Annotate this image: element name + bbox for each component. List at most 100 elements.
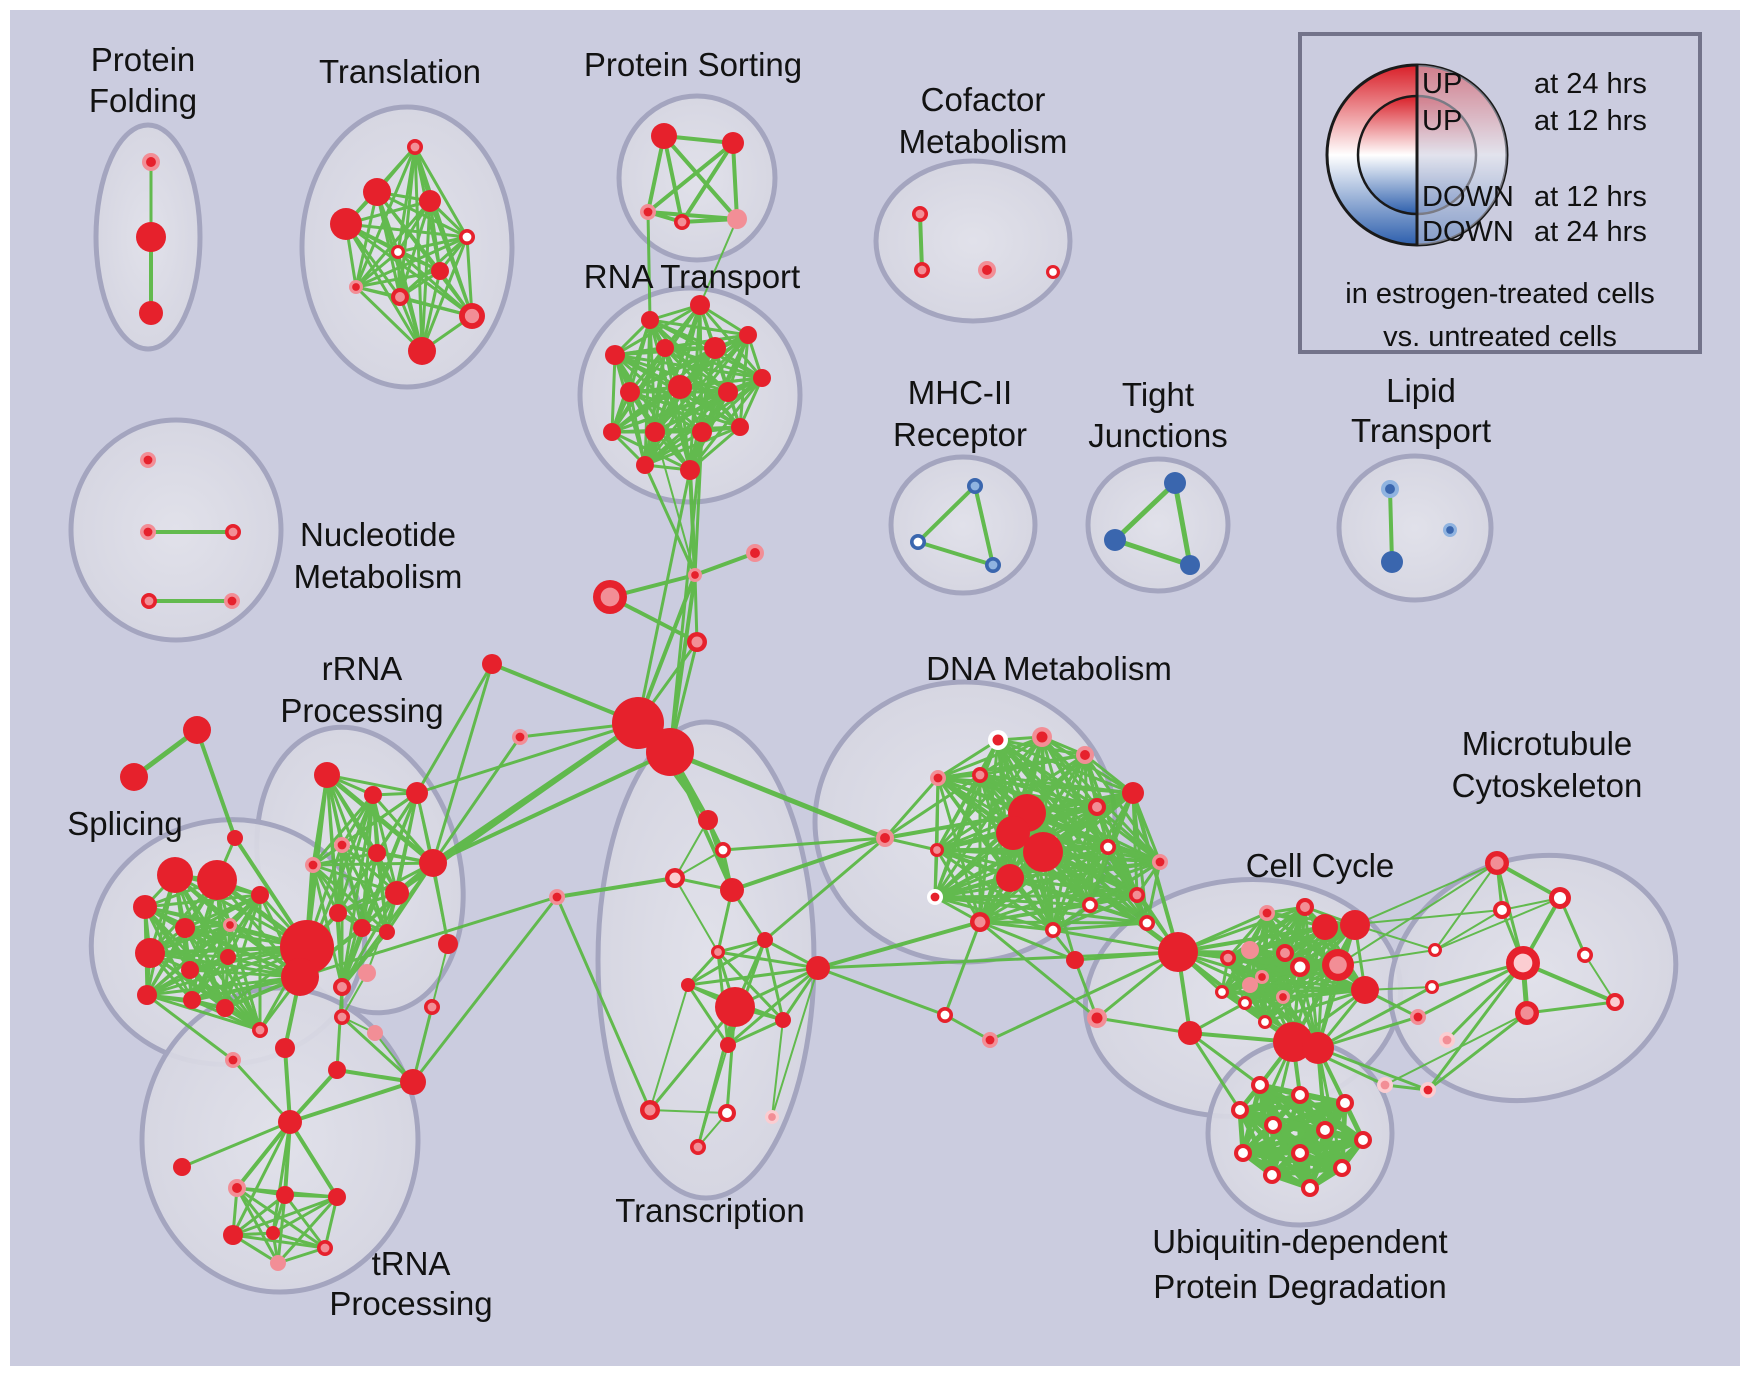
node-core (768, 1113, 776, 1121)
network-edge (1260, 975, 1367, 992)
node-core (1218, 988, 1226, 996)
network-edge (354, 285, 424, 353)
network-edge (555, 876, 677, 899)
node-ring (135, 938, 165, 968)
label-nucleotide-metabolism: Nucleotide (300, 516, 456, 553)
network-node (140, 452, 156, 468)
module-lipid-transport-ellipse (1336, 453, 1494, 603)
network-edge (978, 920, 1099, 1020)
node-core (1423, 1085, 1433, 1095)
node-ring (1351, 976, 1379, 1004)
node-core (462, 232, 472, 242)
network-node (329, 904, 347, 922)
network-node (391, 288, 409, 306)
node-core (974, 916, 986, 928)
network-edge (699, 218, 738, 306)
node-ring (251, 886, 269, 904)
network-node (967, 478, 983, 494)
network-node (912, 206, 928, 222)
network-edge (311, 863, 364, 930)
network-node (681, 978, 695, 992)
node-ring (120, 763, 148, 791)
node-ring (314, 762, 340, 788)
network-node (1493, 901, 1511, 919)
node-core (643, 207, 653, 217)
node-core (1080, 750, 1090, 760)
network-edge (649, 984, 689, 1111)
network-edge (916, 484, 977, 544)
network-edge (231, 1193, 287, 1237)
network-edge (336, 911, 344, 989)
node-core (714, 948, 722, 956)
network-edge (375, 851, 389, 934)
network-edge (1495, 861, 1562, 900)
network-node (1377, 1077, 1393, 1093)
network-edge (686, 938, 767, 987)
network-node (715, 842, 731, 858)
network-node (391, 245, 405, 259)
node-core (988, 560, 998, 570)
node-ring (1104, 529, 1126, 551)
network-edge (226, 955, 262, 1032)
node-core (1280, 948, 1290, 958)
node-ring (133, 895, 157, 919)
network-edge (431, 662, 494, 865)
label-microtubule-cytoskeleton: Microtubule (1462, 725, 1633, 762)
network-edge (311, 773, 329, 867)
node-ring (328, 1188, 346, 1206)
network-edge (1088, 903, 1149, 925)
node-ring (408, 337, 436, 365)
network-edge (271, 1231, 327, 1250)
node-ring (739, 326, 757, 344)
network-edge (1131, 791, 1162, 864)
network-node (603, 423, 621, 441)
node-ring (704, 337, 726, 359)
network-node (1290, 957, 1310, 977)
network-node (225, 524, 241, 540)
network-edge (730, 836, 887, 892)
network-node (334, 837, 350, 853)
network-edge (1051, 845, 1110, 932)
node-core (718, 845, 728, 855)
network-node (1420, 1082, 1436, 1098)
figure-canvas: Protein Folding Translation Protein Sorting… (10, 10, 1740, 1366)
network-edge (354, 199, 432, 289)
node-ring (1023, 832, 1063, 872)
network-node (1577, 947, 1593, 963)
network-node (1316, 1121, 1334, 1139)
network-node (651, 123, 677, 149)
network-node (175, 918, 195, 938)
network-edge (918, 212, 924, 272)
module-protein-sorting-ellipse (616, 93, 778, 263)
network-node (765, 1110, 779, 1124)
network-node (482, 654, 502, 674)
node-core (226, 921, 234, 929)
network-edge (431, 735, 522, 865)
network-node (438, 934, 458, 954)
node-core (930, 892, 940, 902)
label-protein-folding: Protein (91, 41, 196, 78)
legend-time-label: at 12 hrs (1534, 181, 1647, 213)
network-edge (431, 750, 672, 865)
network-node (408, 337, 436, 365)
network-node (620, 382, 640, 402)
network-edge (1112, 480, 1178, 543)
network-node (1485, 851, 1509, 875)
node-ring (137, 985, 157, 1005)
network-node (1333, 1159, 1351, 1177)
node-ring (183, 716, 211, 744)
node-core (1092, 802, 1102, 812)
network-edge (610, 353, 617, 434)
network-edge (667, 749, 888, 841)
network-node (988, 730, 1008, 750)
node-ring (328, 1061, 346, 1079)
network-edge (771, 1019, 784, 1118)
network-node (183, 716, 211, 744)
node-ring (173, 1158, 191, 1176)
network-edge (283, 1046, 292, 1124)
network-node (775, 1012, 791, 1028)
network-edge (816, 966, 947, 1017)
network-edge (686, 950, 720, 987)
node-core (933, 846, 941, 854)
legend-dir-label: DOWN (1422, 181, 1514, 213)
